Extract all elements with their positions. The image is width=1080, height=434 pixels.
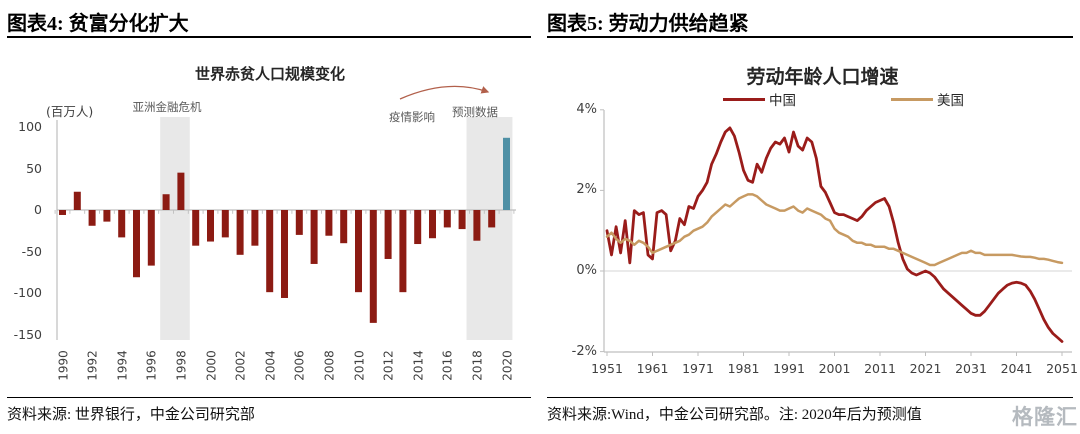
bar-2003 [251, 210, 259, 246]
bar-2006 [295, 210, 303, 235]
bar-2018 [473, 210, 481, 241]
bar-2017 [458, 210, 466, 230]
bar-1994 [118, 210, 126, 238]
bar-1996 [147, 210, 155, 266]
series-line-美国 [605, 193, 1064, 267]
figure4-header: 图表4: 贫富分化扩大 [7, 13, 189, 35]
legend-swatch-usa [891, 97, 933, 101]
legend-label-usa: 美国 [937, 93, 964, 109]
bar-2001 [221, 210, 229, 238]
bar-2013 [399, 210, 407, 293]
annotation-pandemic-impact: 疫情影响 [389, 110, 435, 124]
bar-1995 [133, 210, 140, 278]
figure4-source: 资料来源: 世界银行，中金公司研究部 [7, 407, 255, 423]
series-line-中国 [605, 126, 1064, 343]
bar-2009 [340, 210, 348, 244]
figure4-chart-title: 世界赤贫人口规模变化 [194, 65, 345, 83]
legend-swatch-china [723, 97, 765, 101]
annotation-asian-crisis: 亚洲金融危机 [132, 100, 202, 114]
bar-2005 [281, 210, 288, 298]
figure5-header-rule [547, 36, 1073, 38]
pandemic-arrow [399, 85, 490, 100]
bar-2012 [384, 210, 392, 259]
figure5-chart-title: 劳动年龄人口增速 [746, 66, 899, 88]
bar-1999 [192, 210, 200, 246]
figure5-source: 资料来源:Wind，中金公司研究部。注: 2020年后为预测值 [547, 407, 922, 423]
bar-1991 [73, 191, 81, 210]
bar-1997 [162, 194, 170, 210]
figure5-header: 图表5: 劳动力供给趋紧 [547, 13, 749, 35]
watermark-logo: 格隆汇 [1012, 405, 1078, 429]
bar-2016 [443, 210, 451, 228]
bar-2015 [429, 210, 436, 239]
bar-2004 [266, 210, 274, 293]
figure4-footer-rule [7, 397, 531, 398]
figure4-header-rule [7, 36, 531, 38]
bar-2000 [207, 210, 214, 242]
annotation-forecast-data: 预测数据 [452, 105, 498, 119]
bar-2010 [355, 210, 362, 293]
legend-item-usa: 美国 [891, 89, 964, 109]
bar-2011 [369, 210, 377, 323]
bar-1992 [88, 210, 96, 226]
bar-2007 [310, 210, 318, 264]
figure5-footer-rule [547, 397, 1073, 398]
legend-item-china: 中国 [723, 89, 796, 109]
bar-2020 [503, 137, 510, 210]
highlight-band-0 [160, 117, 190, 340]
bar-1993 [103, 210, 111, 222]
bar-2019 [488, 210, 496, 228]
bar-1990 [59, 210, 66, 215]
bar-2014 [414, 210, 422, 245]
bar-2008 [325, 210, 333, 236]
bar-1998 [177, 172, 185, 210]
figure4-unit-label: (百万人) [46, 104, 94, 119]
legend-label-china: 中国 [769, 93, 796, 109]
bar-2002 [236, 210, 244, 255]
